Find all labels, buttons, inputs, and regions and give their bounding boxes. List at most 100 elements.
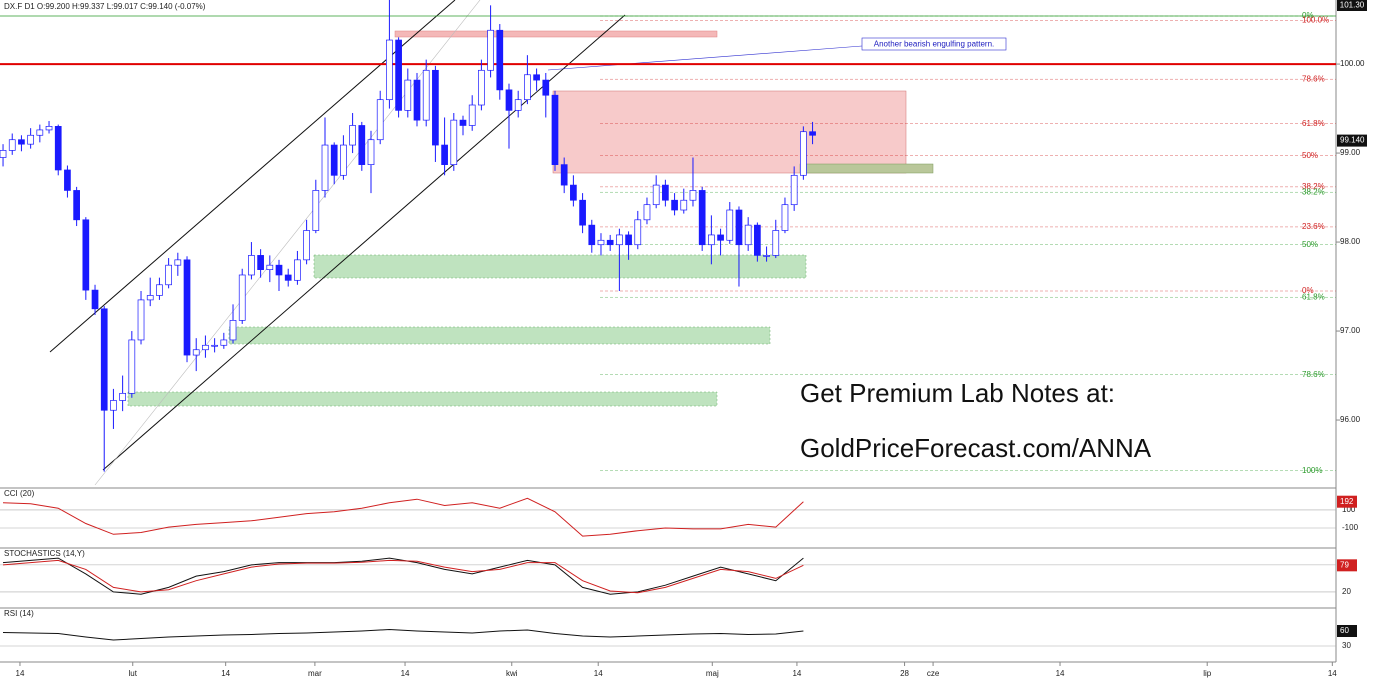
zones [127, 30, 934, 407]
candle-body [413, 79, 421, 121]
fib-label: 61.8% [1302, 119, 1325, 128]
candle-body [119, 392, 126, 401]
fib-label: 100% [1302, 466, 1322, 475]
x-tick-label: 14 [792, 669, 801, 678]
candle-body [404, 79, 412, 111]
x-tick-label: 14 [16, 669, 25, 678]
candle-body [763, 255, 770, 257]
candle-body [422, 69, 430, 121]
candle-body [505, 89, 513, 111]
candle-body [284, 274, 292, 281]
y-tick-label: 30 [1342, 641, 1351, 650]
fib-label: 23.6% [1302, 222, 1325, 231]
candle-body [487, 29, 494, 71]
candle-body [689, 190, 697, 201]
candle-body [671, 199, 678, 211]
candle-body [18, 139, 25, 145]
candle-body [662, 184, 669, 201]
x-tick-label: 28 [900, 669, 909, 678]
candle-body [790, 174, 798, 206]
candle-body [54, 126, 62, 171]
candle-body [478, 69, 485, 106]
top-price-box [1337, 0, 1367, 11]
candle-body [165, 264, 172, 286]
candle-body [183, 259, 191, 356]
fib-label: 0% [1302, 11, 1314, 20]
value-box [1337, 495, 1357, 508]
candle-body [551, 94, 559, 165]
candle-body [312, 190, 320, 231]
y-tick-label: 20 [1342, 587, 1351, 596]
fib-label: 50% [1302, 240, 1318, 249]
x-tick-label: 14 [1056, 669, 1065, 678]
candle-body [386, 39, 393, 101]
candle-body [238, 274, 246, 321]
candle-body [395, 39, 402, 111]
x-tick-label: 14 [401, 669, 410, 678]
fib-label: 38.2% [1302, 182, 1325, 191]
candle-body [156, 284, 163, 296]
candle-body [533, 74, 540, 81]
candle-body [514, 99, 522, 111]
candle-body [524, 74, 531, 101]
candle-body [643, 204, 651, 221]
y-tick-label: 99.00 [1340, 148, 1361, 157]
candle-body [717, 234, 724, 241]
x-tick-label: lip [1203, 669, 1212, 678]
candle-body [754, 224, 761, 256]
support-zone [313, 254, 807, 279]
y-tick-label: 98.00 [1340, 237, 1361, 246]
indicator-line [2, 628, 804, 641]
candle-body [303, 230, 310, 261]
x-tick-label: lut [129, 669, 138, 678]
fib-label: 38.2% [1302, 187, 1325, 196]
support-zone [127, 391, 718, 407]
value-label: 79 [1340, 560, 1349, 569]
candle-body [432, 69, 439, 146]
x-tick-label: 14 [1328, 669, 1337, 678]
supply-band [394, 30, 718, 38]
last-price-box [1337, 134, 1367, 147]
candle-body [211, 344, 218, 347]
candle-body [91, 289, 99, 310]
candle-body [542, 79, 550, 96]
candle-body [192, 349, 200, 356]
indicator-line [2, 497, 804, 537]
candle-body [459, 119, 467, 126]
candle-body [652, 184, 660, 206]
last-price-label: 99.140 [1340, 136, 1365, 145]
candle-body [321, 144, 329, 191]
candle-body [772, 230, 780, 256]
annotation: Another bearish engulfing pattern. [874, 40, 995, 49]
candle-body [45, 126, 53, 131]
candle-body [146, 295, 154, 301]
candle-body [376, 99, 384, 141]
candle-body [606, 239, 614, 246]
x-tick-label: 14 [221, 669, 230, 678]
support-zone [228, 326, 771, 345]
panel-title: CCI (20) [4, 489, 35, 498]
y-tick-label: 97.00 [1340, 326, 1361, 335]
candle-body [100, 308, 108, 411]
candle-body [708, 234, 715, 246]
x-tick-label: mar [308, 669, 322, 678]
channel-line [102, 14, 626, 471]
x-tick-label: cze [927, 669, 940, 678]
channel-line [49, 0, 456, 353]
y-tick-label: 100 [1342, 505, 1356, 514]
candle-body [330, 144, 338, 176]
candle-body [340, 144, 347, 176]
value-label: 192 [1340, 497, 1354, 506]
candle-body [128, 339, 136, 394]
candle-body [202, 344, 209, 351]
resistance-zone [552, 90, 907, 174]
trend-line [94, 0, 481, 486]
candle-body [781, 204, 789, 231]
candle-body [800, 131, 807, 176]
value-box [1337, 625, 1357, 637]
candle-body [266, 264, 274, 270]
candle-body [367, 139, 375, 165]
candle-body [744, 224, 752, 246]
indicator-line [2, 559, 804, 594]
candle-body [358, 125, 366, 165]
